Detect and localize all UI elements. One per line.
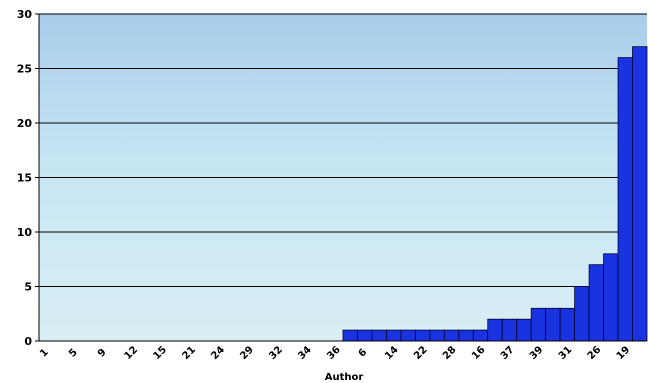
x-tick-label-32: 32 bbox=[267, 344, 285, 362]
x-tick-label-21: 21 bbox=[180, 344, 198, 362]
x-tick-label-12: 12 bbox=[123, 344, 141, 362]
bar-author-6 bbox=[357, 329, 373, 342]
bar-author-39 bbox=[530, 307, 547, 342]
x-tick-label-39: 39 bbox=[528, 344, 546, 362]
bar-author-16 bbox=[472, 329, 489, 342]
bars bbox=[342, 46, 648, 342]
bar-author-19 bbox=[617, 57, 633, 342]
y-tick-labels: 0 5 10 15 20 25 30 bbox=[17, 8, 33, 348]
y-tick-label-30: 30 bbox=[17, 8, 33, 21]
bar-author-31 bbox=[559, 307, 576, 342]
y-tick-label-20: 20 bbox=[17, 117, 33, 130]
axes bbox=[35, 13, 647, 342]
x-tick-label-15: 15 bbox=[151, 344, 169, 362]
x-tick-label-24: 24 bbox=[209, 344, 227, 362]
bar-author-38 bbox=[458, 329, 474, 342]
x-tick-label-29: 29 bbox=[238, 344, 256, 362]
bar-author-41 bbox=[603, 253, 619, 342]
bar-author-27 bbox=[429, 329, 445, 342]
x-tick-label-19: 19 bbox=[615, 344, 633, 362]
y-tick-label-25: 25 bbox=[17, 63, 32, 76]
bar-author-11 bbox=[371, 329, 387, 342]
y-tick-label-15: 15 bbox=[17, 172, 32, 185]
bar-author-42 bbox=[632, 46, 648, 342]
x-tick-label-22: 22 bbox=[412, 344, 430, 362]
x-tick-label-36: 36 bbox=[325, 344, 343, 362]
x-tick-label-16: 16 bbox=[470, 344, 488, 362]
x-tick-label-37: 37 bbox=[499, 344, 517, 362]
bar-author-40 bbox=[574, 286, 590, 342]
y-tick-label-0: 0 bbox=[24, 335, 32, 348]
gridlines bbox=[39, 13, 647, 287]
bar-author-17 bbox=[487, 318, 503, 342]
bar-author-22 bbox=[414, 329, 431, 342]
x-tick-label-34: 34 bbox=[296, 344, 314, 362]
x-tick-label-14: 14 bbox=[383, 344, 401, 362]
y-tick-label-10: 10 bbox=[17, 226, 33, 239]
x-tick-label-5: 5 bbox=[67, 347, 80, 360]
bar-author-26 bbox=[588, 264, 604, 342]
x-tick-label-28: 28 bbox=[441, 344, 459, 362]
bar-author-28 bbox=[443, 329, 460, 342]
x-tick-label-26: 26 bbox=[586, 344, 604, 362]
bar-author-37 bbox=[501, 318, 518, 342]
bar-author-18 bbox=[400, 329, 416, 342]
x-tick-label-1: 1 bbox=[38, 347, 51, 360]
x-axis-title: Author bbox=[325, 372, 364, 383]
bar-author-4 bbox=[342, 329, 358, 342]
bar-author-14 bbox=[386, 329, 402, 342]
y-tick-label-5: 5 bbox=[24, 281, 32, 294]
bar-author-2 bbox=[516, 318, 532, 342]
x-tick-labels: 1 5 9 12 15 21 24 29 32 34 36 6 14 22 28 16 37 39 31 26 19 bbox=[38, 344, 632, 362]
bar-author-8 bbox=[545, 307, 561, 342]
x-tick-label-9: 9 bbox=[96, 347, 109, 360]
x-tick-label-31: 31 bbox=[557, 344, 575, 362]
x-tick-label-6: 6 bbox=[357, 347, 370, 360]
